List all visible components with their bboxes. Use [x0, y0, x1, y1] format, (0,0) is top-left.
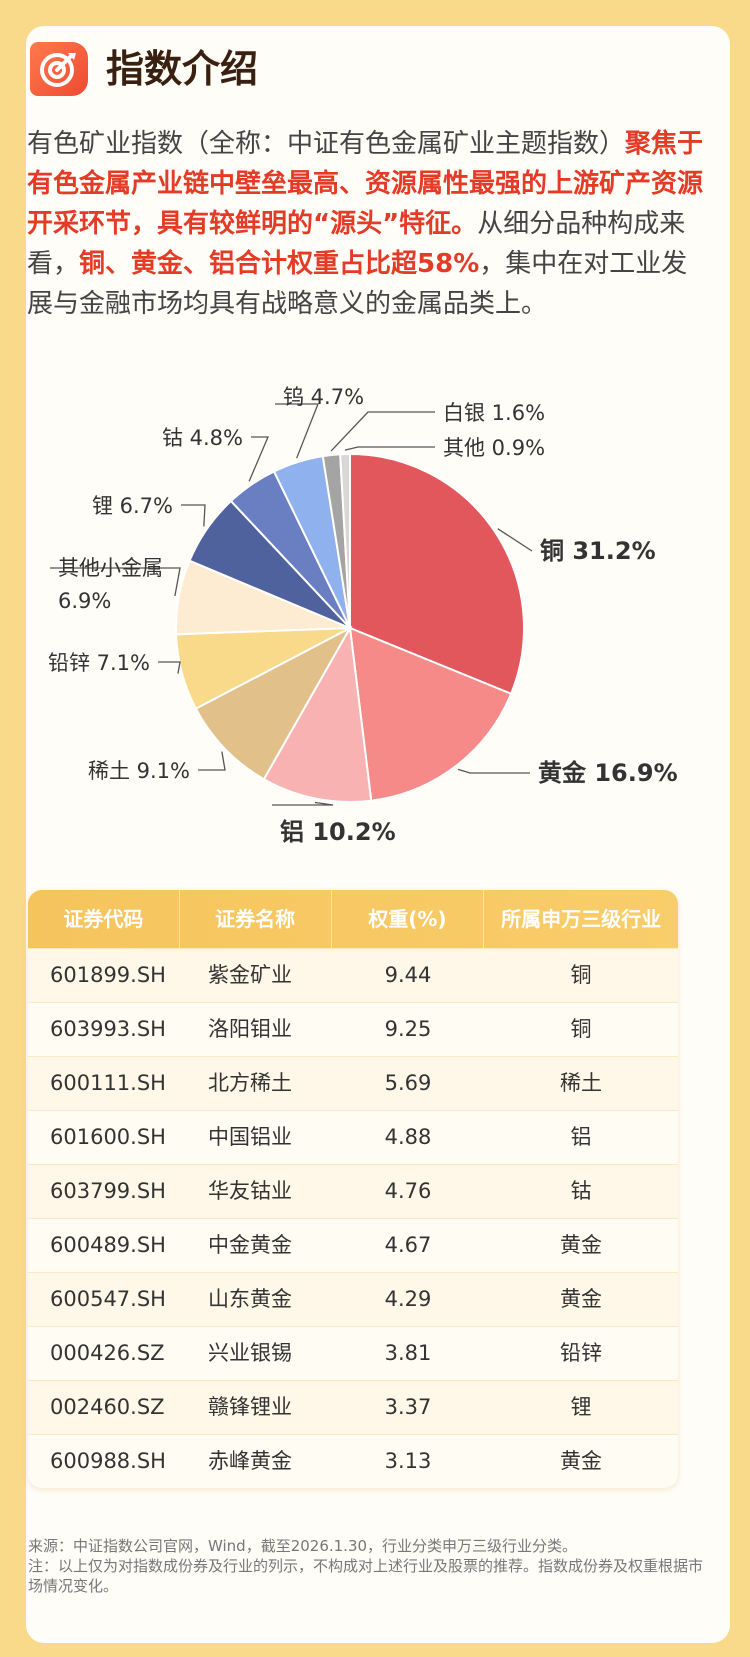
- cell-name: 兴业银锡: [208, 1341, 292, 1365]
- cell-code: 603993.SH: [50, 1017, 166, 1041]
- cell-code: 002460.SZ: [50, 1395, 165, 1419]
- cell-industry: 锂: [570, 1395, 592, 1419]
- pie-chart: 铜 31.2% 黄金 16.9% 铝 10.2% 稀土 9.1% 铅锌 7.1% 其他小金…: [48, 385, 678, 846]
- pie-slice-4: [194, 625, 353, 781]
- cell-weight: 4.88: [384, 1125, 432, 1149]
- slice-label: 白银 1.6%: [443, 401, 545, 425]
- slice-label: 铅锌 7.1%: [48, 651, 150, 675]
- table-body: 601899.SH 紫金矿业 9.44 铜 603993.SH 洛阳钼业 9.25 铜 6001…: [28, 948, 678, 1488]
- cell-name: 洛阳钼业: [208, 1017, 292, 1041]
- header-name: 证券名称: [180, 890, 332, 948]
- cell-code: 600547.SH: [50, 1287, 166, 1311]
- intro-highlight2: 铜、黄金、铝合计权重占比超58%: [79, 249, 480, 279]
- intro-line1: 有色矿业指数（全称：中证有色金属矿业主题指数）: [27, 129, 626, 159]
- leader-line: [497, 528, 533, 552]
- slice-label: 稀土 9.1%: [88, 759, 190, 783]
- cell-weight: 5.69: [384, 1071, 432, 1095]
- pie-slice-2: [348, 626, 513, 802]
- slice-label: 其他 0.9%: [443, 436, 545, 460]
- table-row: 600547.SH 山东黄金 4.29 黄金: [28, 1272, 678, 1326]
- cell-name: 赤峰黄金: [208, 1449, 292, 1473]
- leader-line: [181, 504, 206, 527]
- pie-slice-3: [262, 624, 373, 803]
- section-title: 指数介绍: [106, 47, 259, 91]
- cell-code: 603799.SH: [50, 1179, 166, 1203]
- table-row: 002460.SZ 赣锋锂业 3.37 锂: [28, 1380, 678, 1434]
- cell-weight: 9.44: [384, 963, 432, 987]
- table-header: 证券代码 证券名称 权重(%) 所属申万三级行业: [28, 890, 678, 948]
- slice-label: 钴 4.8%: [162, 426, 243, 450]
- cell-weight: 4.76: [384, 1179, 432, 1203]
- cell-industry: 铅锌: [560, 1341, 602, 1365]
- slice-label: 钨 4.7%: [283, 385, 364, 409]
- leader-line: [457, 768, 530, 774]
- leader-line: [330, 411, 435, 452]
- cell-industry: 铜: [570, 1017, 592, 1041]
- cell-code: 601600.SH: [50, 1125, 166, 1149]
- table-row: 600111.SH 北方稀土 5.69 稀土: [28, 1056, 678, 1110]
- cell-industry: 钴: [570, 1179, 592, 1203]
- intro-text2: 从细分品种构成来看，: [27, 209, 686, 279]
- cell-name: 华友钴业: [208, 1179, 292, 1203]
- header-weight: 权重(%): [332, 890, 485, 948]
- cell-name: 中金黄金: [208, 1233, 292, 1257]
- cell-code: 600111.SH: [50, 1071, 166, 1095]
- cell-code: 601899.SH: [50, 963, 166, 987]
- cell-weight: 9.25: [384, 1017, 432, 1041]
- cell-name: 北方稀土: [208, 1071, 292, 1095]
- table-row: 603993.SH 洛阳钼业 9.25 铜: [28, 1002, 678, 1056]
- cell-industry: 稀土: [560, 1071, 602, 1095]
- cell-industry: 黄金: [560, 1449, 602, 1473]
- leader-line: [158, 661, 181, 674]
- leader-line: [344, 446, 435, 451]
- leader-line: [50, 567, 181, 597]
- cell-industry: 黄金: [560, 1233, 602, 1257]
- intro-highlight1: 聚焦于有色金属产业链中壁垒最高、资源属性最强的上游矿产资源开采环节，具有较鲜明的…: [27, 129, 704, 239]
- footnote-source: 来源：中证指数公司官网，Wind，截至2026.1.30，行业分类申万三级行业分…: [28, 1537, 578, 1555]
- table-row: 601899.SH 紫金矿业 9.44 铜: [28, 948, 678, 1002]
- header-code: 证券代码: [28, 890, 180, 948]
- cell-code: 600489.SH: [50, 1233, 166, 1257]
- table-row: 600988.SH 赤峰黄金 3.13 黄金: [28, 1434, 678, 1488]
- intro-text3: ，集中在对工业发展与金融市场均具有战略意义的金属品类上。: [27, 249, 688, 319]
- intro-paragraph: 有色矿业指数（全称：中证有色金属矿业主题指数）聚焦于有色金属产业链中壁垒最高、资…: [27, 124, 707, 324]
- cell-industry: 铜: [570, 963, 592, 987]
- target-icon: [30, 42, 88, 96]
- cell-code: 000426.SZ: [50, 1341, 165, 1365]
- slice-label: 其他小金属 6.9%: [58, 556, 163, 613]
- cell-weight: 4.67: [384, 1233, 432, 1257]
- pie-slice-1: [349, 452, 525, 696]
- pie-slice-11: [339, 452, 351, 629]
- leader-line: [248, 436, 269, 482]
- slice-label: 锂 6.7%: [92, 494, 173, 518]
- leader-line: [198, 751, 226, 771]
- leader-line: [275, 403, 319, 459]
- cell-code: 600988.SH: [50, 1449, 166, 1473]
- cell-weight: 3.37: [384, 1395, 432, 1419]
- slice-label: 铝 10.2%: [280, 818, 396, 846]
- slice-label: 黄金 16.9%: [538, 759, 678, 787]
- table-row: 601600.SH 中国铝业 4.88 铝: [28, 1110, 678, 1164]
- cell-name: 中国铝业: [208, 1125, 292, 1149]
- cell-weight: 4.29: [384, 1287, 432, 1311]
- cell-weight: 3.81: [384, 1341, 432, 1365]
- cell-name: 赣锋锂业: [208, 1395, 292, 1419]
- leader-line: [272, 801, 334, 806]
- cell-name: 紫金矿业: [208, 963, 292, 987]
- cell-weight: 3.13: [384, 1449, 432, 1473]
- cell-name: 山东黄金: [208, 1287, 292, 1311]
- footnote: 来源：中证指数公司官网，Wind，截至2026.1.30，行业分类申万三级行业分…: [28, 1536, 708, 1596]
- constituents-table: 证券代码 证券名称 权重(%) 所属申万三级行业 601899.SH 紫金矿业 9.…: [28, 890, 678, 1488]
- cell-industry: 黄金: [560, 1287, 602, 1311]
- footnote-note: 注：以上仅为对指数成份券及行业的列示，不构成对上述行业及股票的推荐。指数成份券及…: [28, 1557, 704, 1595]
- table-row: 603799.SH 华友钴业 4.76 钴: [28, 1164, 678, 1218]
- header-industry: 所属申万三级行业: [501, 907, 662, 931]
- cell-industry: 铝: [570, 1125, 592, 1149]
- slice-label: 铜 31.2%: [540, 537, 656, 565]
- table-row: 600489.SH 中金黄金 4.67 黄金: [28, 1218, 678, 1272]
- table-row: 000426.SZ 兴业银锡 3.81 铅锌: [28, 1326, 678, 1380]
